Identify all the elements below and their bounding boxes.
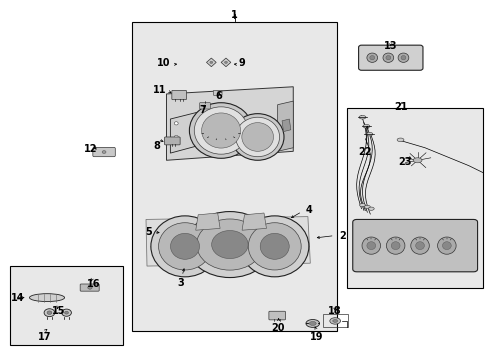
Ellipse shape [396, 138, 403, 141]
Ellipse shape [189, 103, 252, 158]
Ellipse shape [209, 61, 212, 63]
Ellipse shape [87, 286, 92, 289]
Bar [132, 22, 336, 330]
Ellipse shape [235, 117, 279, 157]
Bar [346, 108, 483, 288]
Ellipse shape [151, 216, 219, 277]
Text: 13: 13 [383, 41, 397, 51]
Ellipse shape [442, 242, 450, 249]
Ellipse shape [410, 237, 428, 254]
Ellipse shape [367, 207, 373, 210]
Ellipse shape [412, 158, 421, 163]
FancyBboxPatch shape [93, 147, 115, 157]
Text: 5: 5 [145, 227, 152, 237]
Ellipse shape [369, 55, 374, 60]
Ellipse shape [248, 223, 301, 270]
Ellipse shape [397, 53, 408, 62]
Text: 20: 20 [270, 323, 284, 333]
Text: 6: 6 [215, 91, 222, 101]
Text: 12: 12 [84, 144, 98, 154]
Ellipse shape [382, 53, 393, 62]
Ellipse shape [332, 319, 337, 322]
FancyBboxPatch shape [352, 220, 477, 272]
Text: 14: 14 [11, 293, 25, 303]
Ellipse shape [400, 55, 405, 60]
Ellipse shape [365, 132, 372, 136]
Ellipse shape [240, 216, 308, 277]
Ellipse shape [64, 311, 68, 314]
Text: 11: 11 [153, 85, 166, 95]
Ellipse shape [305, 319, 319, 327]
Text: 8: 8 [153, 140, 160, 150]
Ellipse shape [196, 219, 263, 270]
Ellipse shape [364, 205, 369, 208]
Ellipse shape [242, 123, 273, 151]
Text: 10: 10 [157, 58, 170, 68]
Ellipse shape [224, 61, 227, 63]
Text: 23: 23 [398, 157, 411, 167]
Ellipse shape [102, 150, 106, 153]
Polygon shape [166, 87, 293, 160]
Ellipse shape [329, 318, 340, 324]
Ellipse shape [366, 53, 377, 62]
Text: 18: 18 [327, 306, 341, 316]
Polygon shape [282, 119, 290, 132]
Text: 17: 17 [38, 332, 51, 342]
Text: 9: 9 [238, 58, 245, 68]
FancyBboxPatch shape [199, 103, 210, 109]
Ellipse shape [174, 135, 178, 139]
Text: 21: 21 [393, 102, 407, 112]
Ellipse shape [186, 212, 272, 278]
Bar [10, 266, 122, 345]
Ellipse shape [309, 321, 316, 325]
Ellipse shape [47, 311, 52, 315]
Text: 7: 7 [199, 105, 206, 115]
Ellipse shape [390, 242, 399, 249]
Ellipse shape [170, 233, 199, 259]
Polygon shape [221, 58, 230, 67]
Ellipse shape [61, 309, 71, 316]
Ellipse shape [29, 294, 64, 302]
Ellipse shape [415, 242, 424, 249]
Ellipse shape [386, 237, 404, 254]
FancyBboxPatch shape [164, 137, 180, 145]
FancyBboxPatch shape [171, 90, 186, 100]
Ellipse shape [44, 309, 55, 317]
Ellipse shape [359, 203, 365, 207]
Text: 16: 16 [86, 279, 100, 289]
Ellipse shape [366, 242, 375, 249]
Bar [322, 315, 347, 327]
Ellipse shape [201, 113, 240, 148]
Ellipse shape [158, 223, 211, 270]
Ellipse shape [437, 237, 455, 254]
Text: 22: 22 [358, 147, 371, 157]
Ellipse shape [231, 114, 284, 160]
Polygon shape [195, 213, 220, 230]
Ellipse shape [201, 118, 204, 121]
Ellipse shape [174, 122, 178, 125]
Ellipse shape [362, 125, 369, 128]
Text: 19: 19 [309, 332, 323, 342]
Polygon shape [146, 217, 310, 266]
Text: 2: 2 [339, 231, 346, 240]
Polygon shape [242, 213, 266, 230]
FancyBboxPatch shape [80, 284, 99, 291]
FancyBboxPatch shape [213, 90, 222, 95]
Polygon shape [170, 109, 210, 153]
Text: 1: 1 [231, 10, 238, 20]
Text: 4: 4 [305, 206, 311, 216]
Ellipse shape [361, 237, 380, 254]
Polygon shape [206, 58, 216, 67]
Ellipse shape [260, 233, 288, 259]
Text: 3: 3 [177, 278, 184, 288]
Ellipse shape [211, 230, 247, 258]
FancyBboxPatch shape [358, 45, 422, 70]
Ellipse shape [201, 132, 204, 136]
Ellipse shape [194, 107, 247, 154]
Ellipse shape [358, 116, 365, 119]
Ellipse shape [385, 55, 390, 60]
Text: 15: 15 [51, 306, 65, 316]
FancyBboxPatch shape [268, 311, 285, 320]
Polygon shape [277, 101, 293, 151]
